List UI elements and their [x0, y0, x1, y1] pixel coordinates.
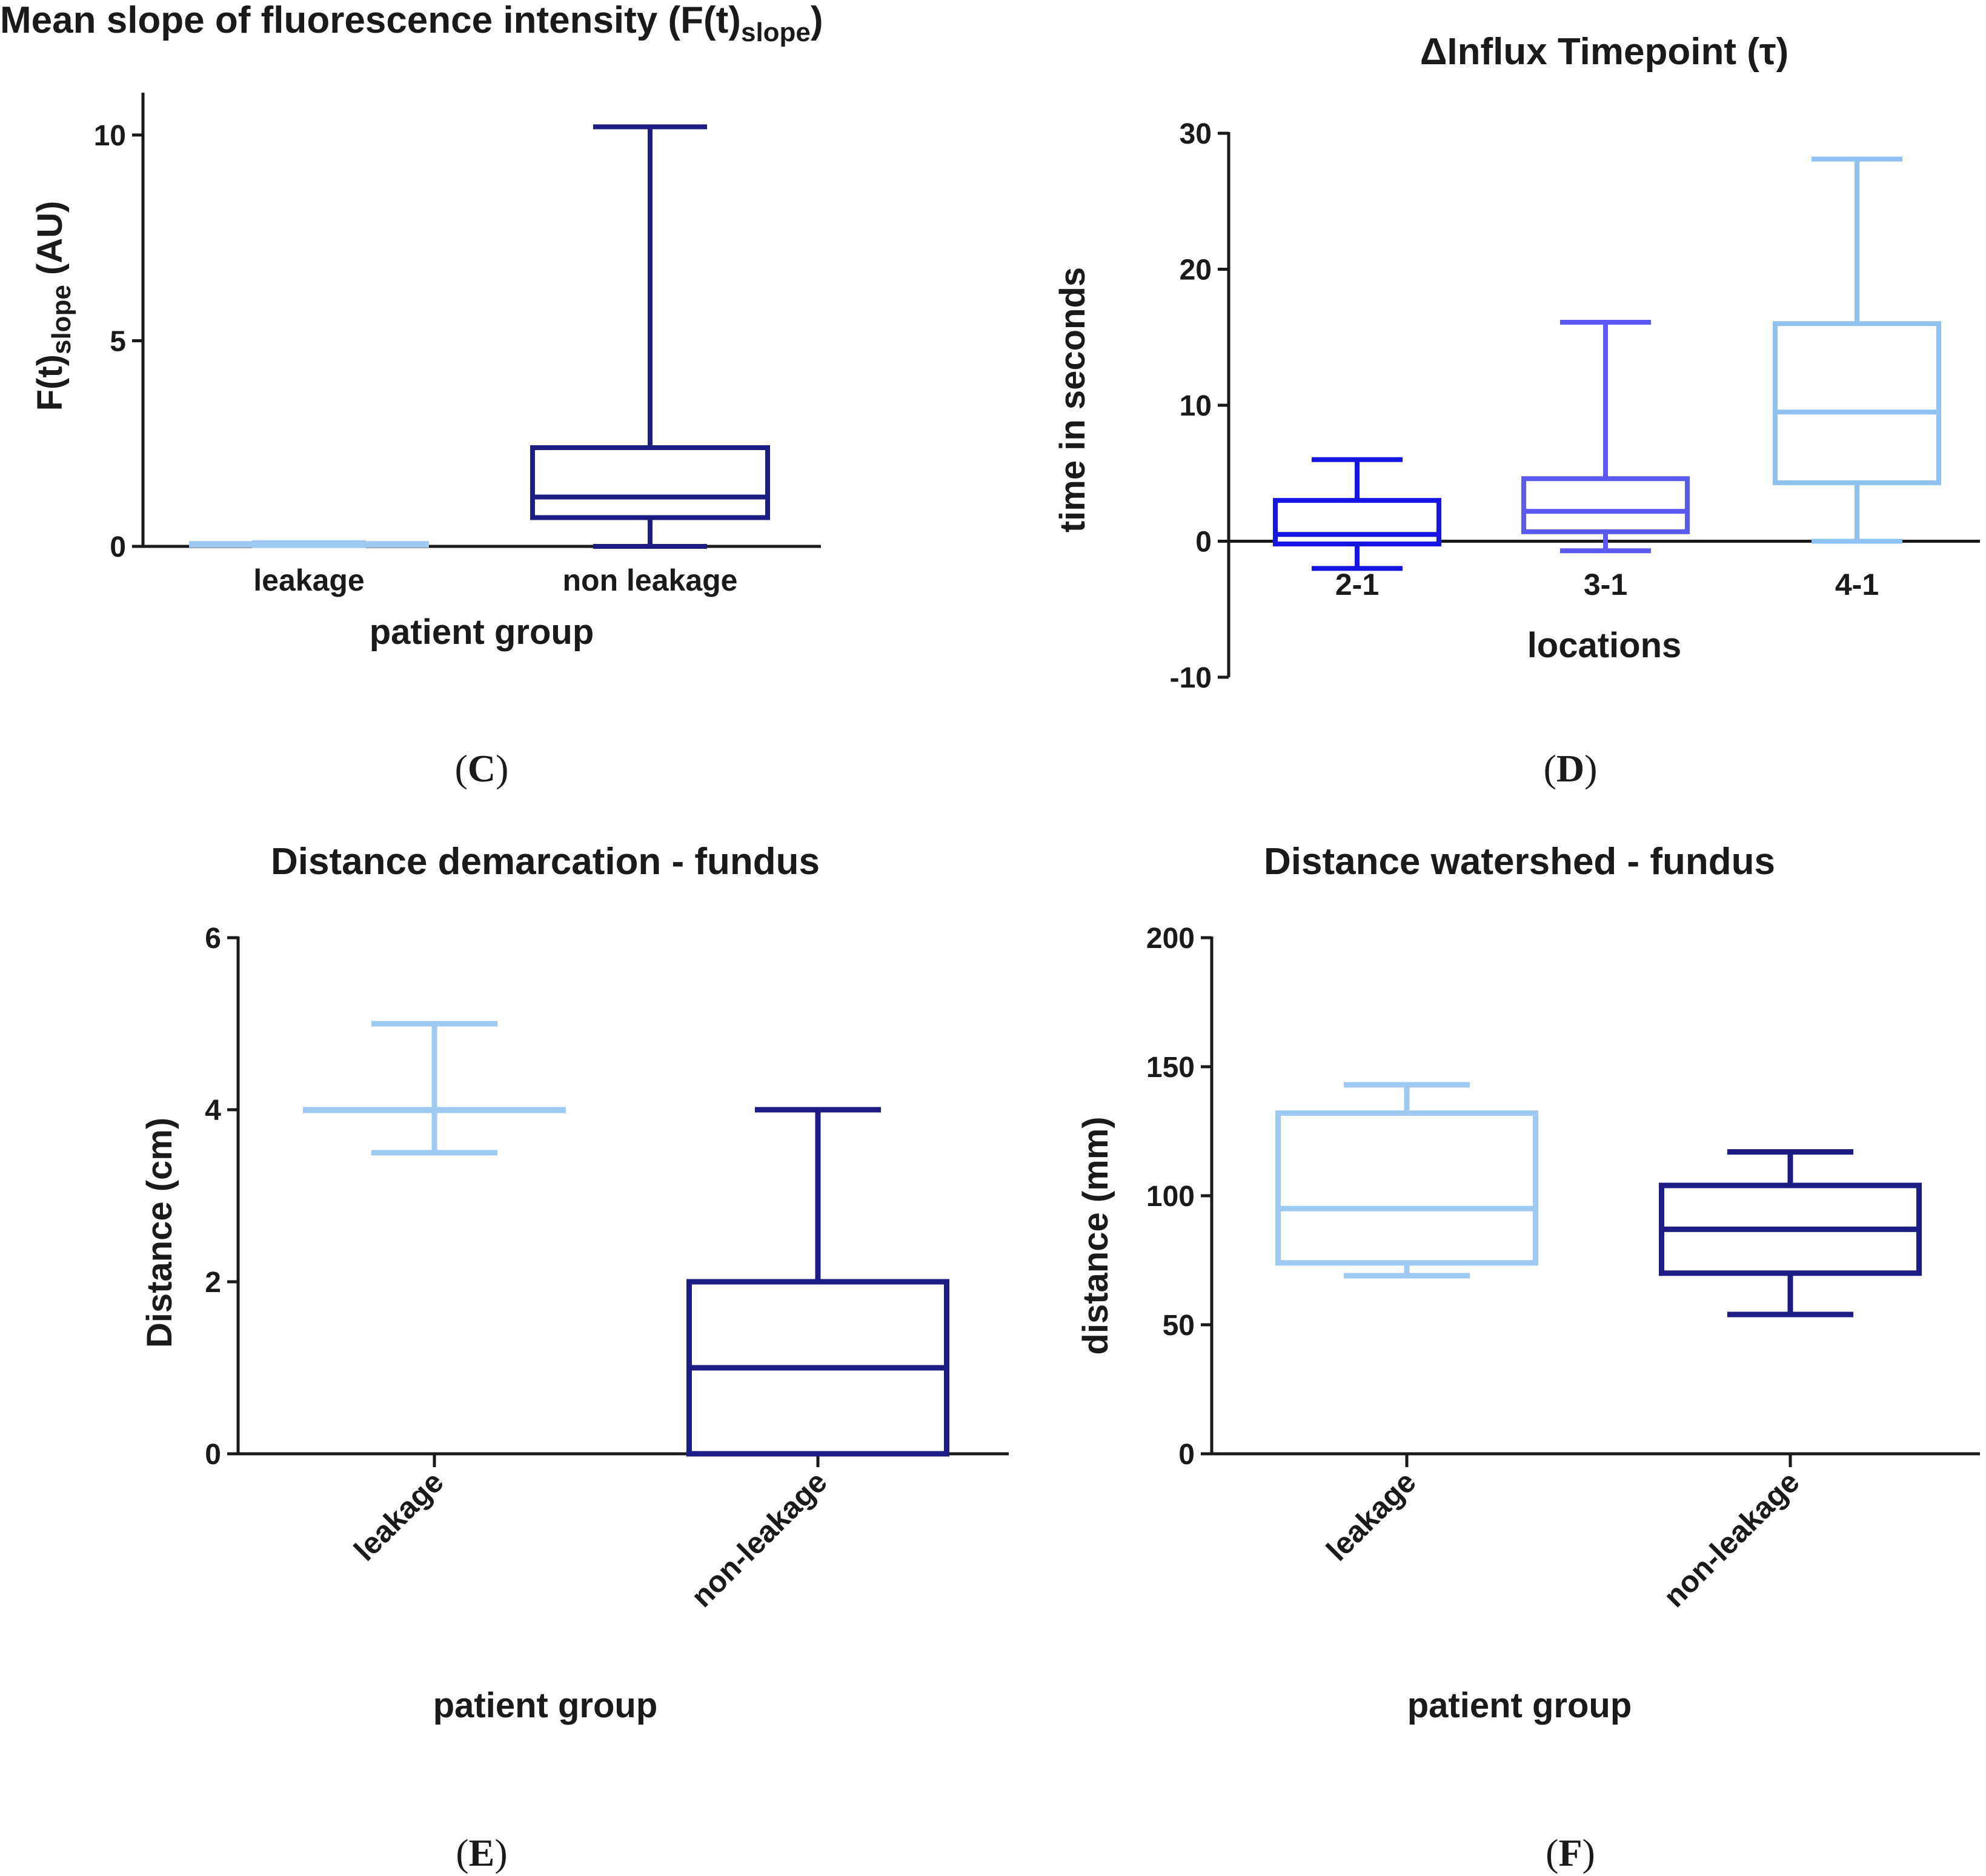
panel-e-y-tick-label: 0: [205, 1439, 221, 1471]
panel-f-y-tick-label: 200: [1146, 923, 1195, 955]
panel-f-letter: (F): [1546, 1831, 1595, 1874]
panel-f-title: Distance watershed - fundus: [1264, 841, 1775, 883]
iqr-box: [1275, 1110, 1538, 1266]
panel-f-y-axis-label: distance (mm): [1076, 1116, 1115, 1354]
panel-d: ΔInflux Timepoint (τ) -10 0 10 20 30 2-1 3-1 4-…: [1053, 31, 1980, 790]
panel-f-category-label: leakage: [1320, 1465, 1422, 1567]
panel-f-y-tick-label: 0: [1178, 1439, 1195, 1471]
panel-c-box-2: [530, 124, 770, 549]
panel-f: Distance watershed - fundus 0 50 100 150 200…: [1076, 841, 1980, 1874]
panel-e-y-axis-label: Distance (cm): [140, 1118, 179, 1348]
panel-f-y-tick-label: 100: [1146, 1181, 1195, 1213]
panel-e-title: Distance demarcation - fundus: [271, 841, 820, 883]
panel-c-y-tick-label: 0: [110, 531, 126, 563]
panel-e-y-tick-label: 6: [205, 923, 221, 955]
panel-c-y-tick-label: 5: [110, 325, 126, 357]
panel-e-x-axis-label: patient group: [433, 1686, 658, 1725]
iqr-box: [1773, 321, 1941, 485]
panel-d-y-tick-label: 20: [1180, 254, 1212, 287]
panel-f-box-1: [1275, 1082, 1538, 1279]
iqr-box: [530, 445, 770, 520]
panel-c-category-label: non leakage: [563, 563, 738, 597]
panel-d-y-tick-label: 30: [1180, 118, 1212, 150]
panel-e-y-tick-label: 4: [205, 1095, 221, 1127]
panel-d-y-tick-label: -10: [1170, 662, 1212, 694]
panel-c-y-tick-label: 10: [94, 120, 126, 152]
panel-d-plot: -10 0 10 20 30 2-1 3-1 4-1: [1170, 118, 1980, 694]
panel-e-y-tick-label: 2: [205, 1267, 221, 1299]
panel-d-x-axis-label: locations: [1527, 626, 1682, 665]
panel-d-y-tick-label: 0: [1195, 526, 1212, 558]
panel-d-box-1: [1273, 457, 1441, 571]
panel-c-plot: 0 5 10 leakage non leakage: [94, 93, 821, 597]
panel-d-category-label: 4-1: [1835, 568, 1879, 602]
panel-c-y-axis-label: F(t)slope (AU): [30, 201, 76, 411]
panel-f-y-tick-label: 50: [1163, 1310, 1195, 1342]
iqr-box: [1273, 498, 1441, 546]
panel-e: Distance demarcation - fundus 0 2 4 6 leakag…: [140, 841, 1009, 1874]
panel-e-letter: (E): [456, 1831, 507, 1874]
panel-f-category-label: non-leakage: [1657, 1465, 1806, 1614]
panel-f-plot: 0 50 100 150 200 leakage non-leakage: [1146, 923, 1980, 1614]
panel-d-box-2: [1521, 320, 1690, 554]
panel-f-box-2: [1659, 1149, 1922, 1318]
panel-e-category-label: leakage: [347, 1465, 450, 1567]
panel-c-letter: (C): [455, 747, 509, 790]
panel-c-category-label: leakage: [253, 563, 364, 597]
panel-c: Mean slope of fluorescence intensity (F(…: [0, 0, 823, 790]
panel-e-plot: 0 2 4 6 leakage non-leakage: [205, 923, 1009, 1614]
panel-e-box-2: [686, 1107, 949, 1457]
panel-e-category-label: non-leakage: [685, 1465, 834, 1614]
panel-d-category-label: 3-1: [1584, 568, 1627, 602]
panel-d-letter: (D): [1544, 747, 1598, 790]
panel-d-title: ΔInflux Timepoint (τ): [1420, 31, 1788, 73]
panel-c-x-axis-label: patient group: [370, 612, 594, 652]
panel-c-title: Mean slope of fluorescence intensity (F(…: [0, 0, 823, 47]
panel-f-y-tick-label: 150: [1146, 1052, 1195, 1084]
panel-d-box-3: [1773, 156, 1941, 544]
panel-d-y-axis-label: time in seconds: [1053, 267, 1092, 532]
panel-d-category-label: 2-1: [1335, 568, 1379, 602]
panel-e-box-1: [303, 1021, 566, 1156]
panel-f-x-axis-label: patient group: [1407, 1686, 1632, 1725]
iqr-box: [1521, 476, 1690, 534]
panel-d-y-tick-label: 10: [1180, 390, 1212, 422]
panel-c-box-1: [189, 540, 429, 548]
